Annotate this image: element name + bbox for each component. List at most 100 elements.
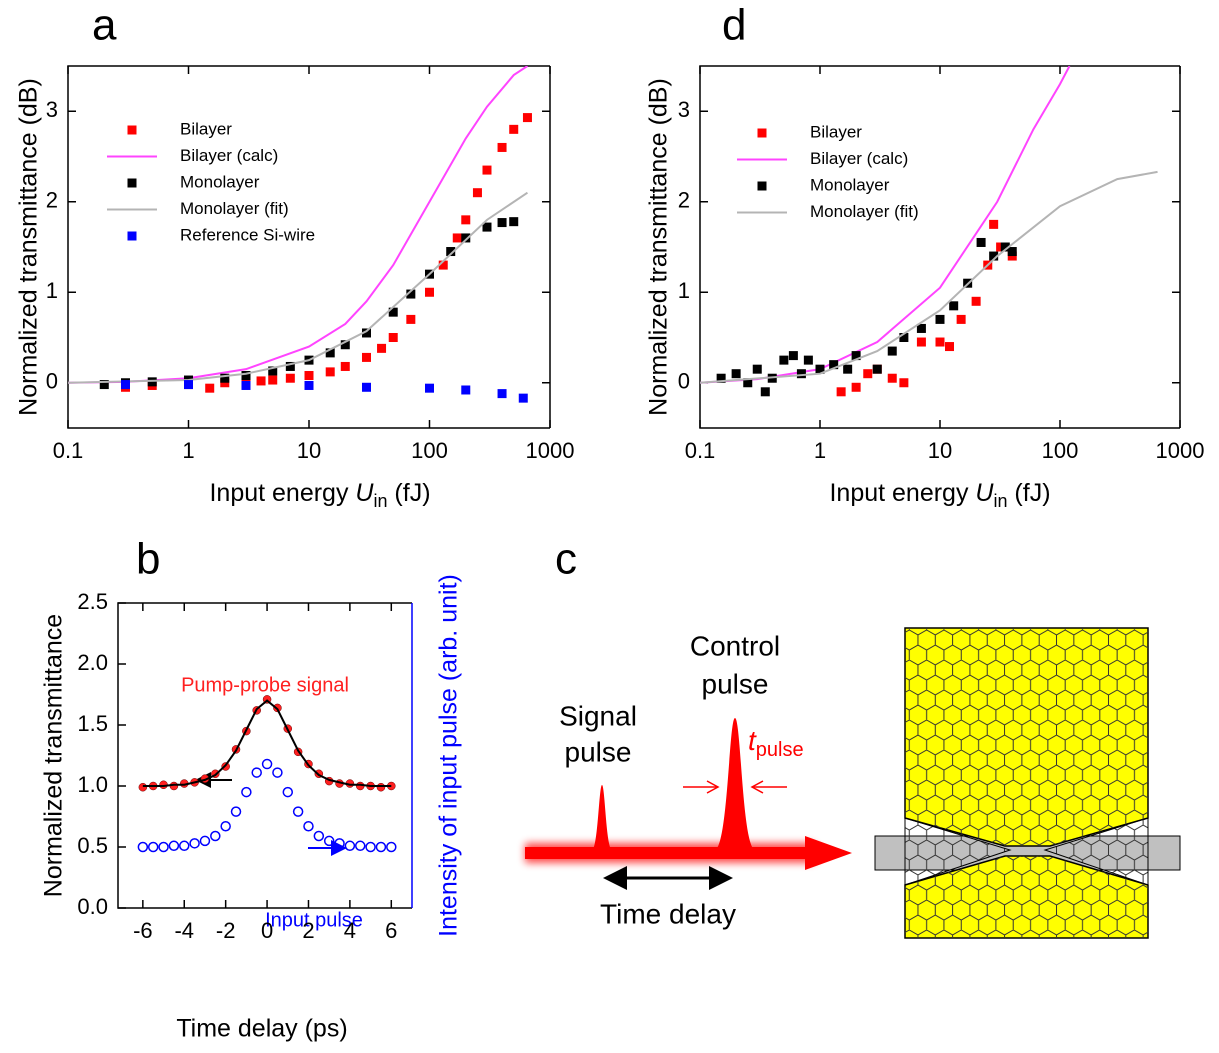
width-arrow	[706, 780, 720, 794]
axis-frame	[699, 65, 1180, 429]
legend-label: Monolayer (fit)	[810, 202, 919, 221]
point	[461, 215, 471, 225]
point	[446, 247, 456, 257]
y-tick-label: 0	[678, 369, 690, 394]
legend-swatch	[127, 125, 137, 135]
point	[323, 835, 335, 847]
x-axis-label: Input energy Uin (fJ)	[829, 479, 1050, 511]
legend-label: Monolayer	[810, 175, 890, 194]
point	[935, 314, 945, 324]
point	[863, 369, 873, 379]
point	[887, 373, 897, 383]
x-axis-label-part: Input energy	[829, 479, 975, 507]
y-tick-label: 0.0	[77, 894, 108, 919]
y-axis-label: Normalized transmittance (dB)	[15, 78, 43, 416]
point	[261, 758, 273, 770]
point	[365, 841, 376, 853]
point	[361, 328, 371, 338]
point	[344, 840, 356, 852]
point	[268, 375, 278, 385]
taper	[904, 817, 1149, 886]
point	[716, 373, 726, 383]
x-tick-label: 1	[182, 438, 194, 463]
point	[482, 165, 492, 175]
point	[851, 382, 861, 392]
point	[179, 840, 190, 852]
y-tick-label: 1	[46, 278, 58, 303]
point	[241, 380, 251, 390]
point	[916, 323, 926, 333]
x-tick-label: 100	[411, 438, 448, 463]
y-tick-label: 1.0	[77, 772, 108, 797]
point	[377, 343, 387, 353]
y-tick-label: 1.5	[77, 711, 108, 736]
point	[268, 366, 278, 376]
plot-area	[700, 66, 1158, 397]
point	[509, 124, 519, 134]
point	[386, 841, 397, 853]
x-axis-label-part: (fJ)	[1007, 479, 1050, 507]
point	[272, 767, 283, 778]
annotation: Pump-probe signal	[181, 674, 349, 696]
label: Signal	[559, 700, 637, 731]
point	[509, 217, 519, 227]
y-tick-label: 0	[46, 369, 58, 394]
point	[375, 841, 387, 853]
point	[361, 382, 371, 392]
x-tick-label: 0	[261, 918, 273, 943]
x-tick-label: 4	[344, 918, 356, 943]
point	[334, 838, 345, 849]
point	[285, 373, 295, 383]
point	[199, 835, 211, 847]
point	[872, 364, 882, 374]
point	[945, 342, 955, 352]
y-tick-label: 2	[678, 188, 690, 213]
point	[843, 364, 853, 374]
point	[147, 841, 159, 853]
point	[497, 142, 507, 152]
chart: a 0.1 1 10 100 1000 0 1 2 3 Input energy Uin (fJ) N…	[15, 1, 575, 511]
graphene-lattice	[905, 856, 1148, 938]
point	[99, 380, 109, 390]
point	[340, 361, 350, 371]
point	[956, 314, 966, 324]
series-line	[68, 191, 529, 384]
point	[472, 188, 482, 198]
point	[325, 348, 335, 358]
point	[189, 838, 200, 849]
legend-label: Bilayer (calc)	[180, 146, 278, 165]
label: Control	[690, 630, 780, 661]
point	[482, 222, 492, 232]
y2-axis-label: Intensity of input pulse (arb. unit)	[435, 574, 463, 937]
point	[836, 387, 846, 397]
pulse-width-label: tpulse	[748, 725, 804, 761]
point	[796, 369, 806, 379]
x-axis-label-part: Input energy	[209, 479, 355, 507]
x-tick-label: 100	[1042, 438, 1079, 463]
y-tick-label: 3	[678, 97, 690, 122]
x-tick-label: 1000	[526, 438, 575, 463]
point	[899, 378, 909, 388]
y-tick-label: 2	[46, 188, 58, 213]
plot-area	[137, 695, 397, 853]
x-axis-label-part: U	[355, 479, 374, 507]
y-tick-label: 0.5	[77, 833, 108, 858]
width-arrow	[750, 780, 764, 794]
point	[388, 307, 398, 317]
point	[497, 218, 507, 228]
point	[989, 219, 999, 229]
series-line	[68, 66, 529, 384]
point	[282, 786, 294, 798]
point	[325, 367, 335, 377]
point	[120, 380, 130, 390]
point	[184, 380, 193, 390]
chart: b -6 -4 -2 0 2 4 6 0.0 0.5 1.0 1.5 2.0 2.5 Time delay …	[40, 535, 463, 1043]
legend-label: Reference Si-wire	[180, 225, 315, 244]
point	[779, 355, 789, 365]
point	[137, 841, 149, 853]
point	[996, 242, 1006, 252]
x-tick-label: 10	[297, 438, 321, 463]
label: Time delay	[600, 898, 736, 929]
point	[1000, 242, 1010, 252]
